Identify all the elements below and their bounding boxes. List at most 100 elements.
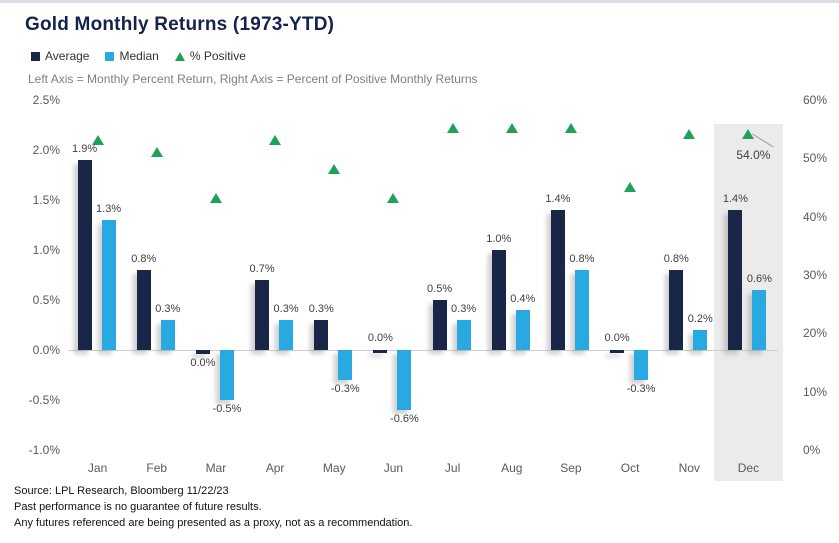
percent-positive-callout-label: 54.0% [736, 148, 771, 162]
median-bar [574, 270, 589, 350]
percent-positive-marker [209, 193, 222, 204]
median-value-label: 0.2% [687, 313, 713, 325]
plot-area: 1.9% 1.3% 0.8% 0.3% 0.0% -0.5% 0.7% 0.3% 0.3% -0.… [68, 100, 783, 481]
median-bar [515, 310, 530, 350]
percent-positive-marker [683, 129, 696, 139]
percent-positive-marker [505, 123, 518, 134]
left-axis-tick: 2.5% [32, 93, 60, 107]
median-bar [279, 320, 294, 350]
average-bar [373, 350, 388, 353]
disclaimer-line-1: Past performance is no guarantee of futu… [14, 501, 262, 513]
right-axis-tick: 40% [803, 209, 828, 224]
percent-positive-marker [742, 129, 755, 139]
median-swatch-icon [105, 51, 115, 61]
percent-positive-triangle-icon [174, 51, 185, 61]
x-axis-month-label: Nov [678, 461, 700, 475]
legend-item-median: Median [105, 49, 159, 63]
median-bar [634, 350, 649, 380]
source-line: Source: LPL Research, Bloomberg 11/22/23 [14, 485, 229, 497]
average-bar [195, 350, 210, 354]
x-axis-month-label: Mar [205, 461, 227, 475]
median-value-label: 1.3% [96, 203, 122, 215]
average-bar [77, 160, 92, 350]
percent-positive-marker [446, 123, 459, 134]
axis-description: Left Axis = Monthly Percent Return, Righ… [28, 72, 478, 86]
left-axis-tick: -0.5% [28, 393, 60, 407]
left-axis-tick: 0.0% [32, 343, 60, 357]
chart-legend: Average Median % Positive [31, 49, 246, 63]
average-value-label: 1.0% [486, 233, 512, 245]
median-bar [693, 330, 708, 350]
chart-area: 2.5% 2.0% 1.5% 1.0% 0.5% 0.0% -0.5% -1.0% 60% 50… [0, 3, 839, 543]
average-bar [491, 250, 506, 350]
average-swatch-icon [31, 51, 40, 61]
average-value-label: 0.8% [131, 253, 157, 265]
right-axis-tick: 20% [803, 326, 828, 341]
percent-positive-marker [328, 164, 341, 174]
median-bar [101, 220, 116, 350]
percent-positive-marker [624, 181, 637, 192]
legend-label-percent-positive: % Positive [189, 49, 246, 63]
average-value-label: 0.0% [190, 357, 216, 369]
average-value-label: 0.3% [308, 303, 334, 315]
page-title: Gold Monthly Returns (1973-YTD) [25, 14, 335, 35]
median-value-label: -0.6% [390, 413, 419, 425]
x-axis-month-label: Sep [560, 461, 582, 475]
average-value-label: 1.4% [545, 193, 571, 205]
percent-positive-marker [269, 134, 282, 145]
median-bar [397, 350, 412, 410]
average-value-label: 0.0% [367, 332, 393, 344]
median-value-label: 0.3% [273, 303, 299, 315]
left-axis-tick: 1.0% [32, 243, 60, 257]
percent-positive-marker [150, 146, 163, 157]
left-axis-tick: -1.0% [28, 443, 60, 457]
median-value-label: -0.3% [626, 383, 656, 395]
average-bar [255, 280, 270, 350]
average-value-label: 0.0% [604, 332, 630, 344]
left-axis-tick: 1.5% [32, 193, 60, 207]
x-axis-month-label: May [322, 461, 346, 475]
median-value-label: 0.6% [746, 273, 772, 285]
zero-gridline [68, 350, 778, 351]
median-value-label: -0.5% [212, 403, 242, 415]
right-axis-tick: 0% [803, 443, 821, 457]
average-value-label: 1.9% [72, 143, 98, 155]
left-axis-tick: 2.0% [32, 143, 60, 157]
disclaimer-line-2: Any futures referenced are being present… [14, 517, 413, 529]
december-highlight-band [713, 124, 783, 481]
legend-item-percent-positive: % Positive [174, 49, 246, 63]
legend-label-median: Median [119, 49, 159, 63]
x-axis-month-label: Jan [87, 461, 108, 475]
legend-item-average: Average [31, 49, 89, 63]
average-bar [669, 270, 684, 350]
left-axis-tick: 0.5% [32, 293, 60, 307]
median-value-label: -0.3% [330, 383, 360, 395]
x-axis-month-label: Jul [444, 461, 461, 475]
average-value-label: 1.4% [722, 193, 748, 205]
callout-leader-line [752, 133, 774, 148]
median-value-label: 0.3% [155, 303, 181, 315]
average-bar [728, 210, 743, 350]
right-axis-tick: 10% [803, 384, 828, 399]
percent-positive-marker [564, 123, 577, 134]
x-axis-month-label: Apr [265, 461, 285, 475]
median-bar [219, 350, 234, 400]
average-value-label: 0.8% [663, 253, 689, 265]
average-value-label: 0.7% [249, 263, 275, 275]
x-axis-month-label: Oct [620, 461, 640, 475]
median-bar [338, 350, 353, 380]
percent-positive-marker [387, 193, 400, 204]
average-value-label: 0.5% [427, 283, 453, 295]
legend-label-average: Average [45, 49, 90, 63]
average-bar [550, 210, 565, 350]
x-axis-month-label: Aug [501, 461, 523, 475]
median-value-label: 0.4% [510, 293, 536, 305]
percent-positive-marker [91, 134, 104, 145]
x-axis-month-label: Jun [383, 461, 404, 475]
average-bar [136, 270, 151, 350]
right-axis-tick: 30% [803, 268, 828, 282]
median-bar [160, 320, 175, 350]
footer-disclaimers: Source: LPL Research, Bloomberg 11/22/23… [14, 483, 412, 531]
average-bar [610, 350, 625, 353]
